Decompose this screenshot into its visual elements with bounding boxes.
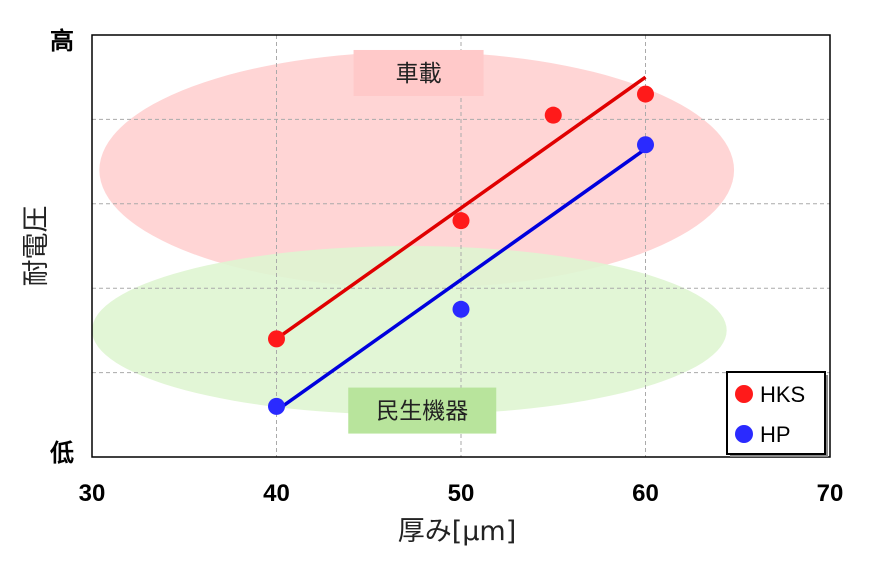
region-label-box-0 bbox=[353, 49, 484, 96]
data-point-HKS bbox=[268, 330, 285, 348]
y-axis-label: 耐電圧 bbox=[21, 206, 52, 287]
grid-layer bbox=[92, 35, 830, 457]
x-axis-label: 厚み[μm] bbox=[398, 516, 517, 547]
x-tick-labels: 30 40 50 60 70 bbox=[79, 480, 844, 507]
points-layer bbox=[268, 85, 654, 415]
plot-frame bbox=[91, 34, 831, 458]
x-tick-label: 30 bbox=[79, 480, 106, 507]
data-point-HP bbox=[268, 397, 285, 415]
trend-lines-layer bbox=[275, 75, 647, 413]
data-point-HKS bbox=[452, 212, 470, 230]
legend-label-HP: HP bbox=[760, 422, 791, 447]
data-point-HKS bbox=[637, 85, 654, 103]
region-ellipse-0 bbox=[99, 51, 735, 289]
legend-marker-HP bbox=[735, 425, 753, 443]
x-tick-label: 40 bbox=[263, 480, 290, 507]
y-tick-label-high: 高 bbox=[50, 27, 74, 55]
region-label-box-1 bbox=[348, 387, 497, 434]
trend-line-HP bbox=[275, 147, 647, 413]
region-label-0: 車載 bbox=[396, 61, 442, 87]
x-tick-label: 70 bbox=[817, 480, 844, 507]
x-tick-label: 60 bbox=[632, 480, 659, 507]
legend-marker-HKS bbox=[735, 385, 753, 403]
y-tick-label-low: 低 bbox=[49, 440, 74, 467]
regions-layer bbox=[92, 51, 735, 415]
region-label-1: 民生機器 bbox=[376, 399, 468, 425]
data-point-HP bbox=[637, 136, 654, 154]
legend: HKS HP bbox=[726, 371, 828, 457]
data-point-HKS bbox=[544, 106, 562, 124]
trend-line-HKS bbox=[275, 75, 647, 341]
x-tick-label: 50 bbox=[448, 480, 475, 507]
data-point-HP bbox=[452, 300, 470, 318]
legend-label-HKS: HKS bbox=[760, 382, 805, 407]
